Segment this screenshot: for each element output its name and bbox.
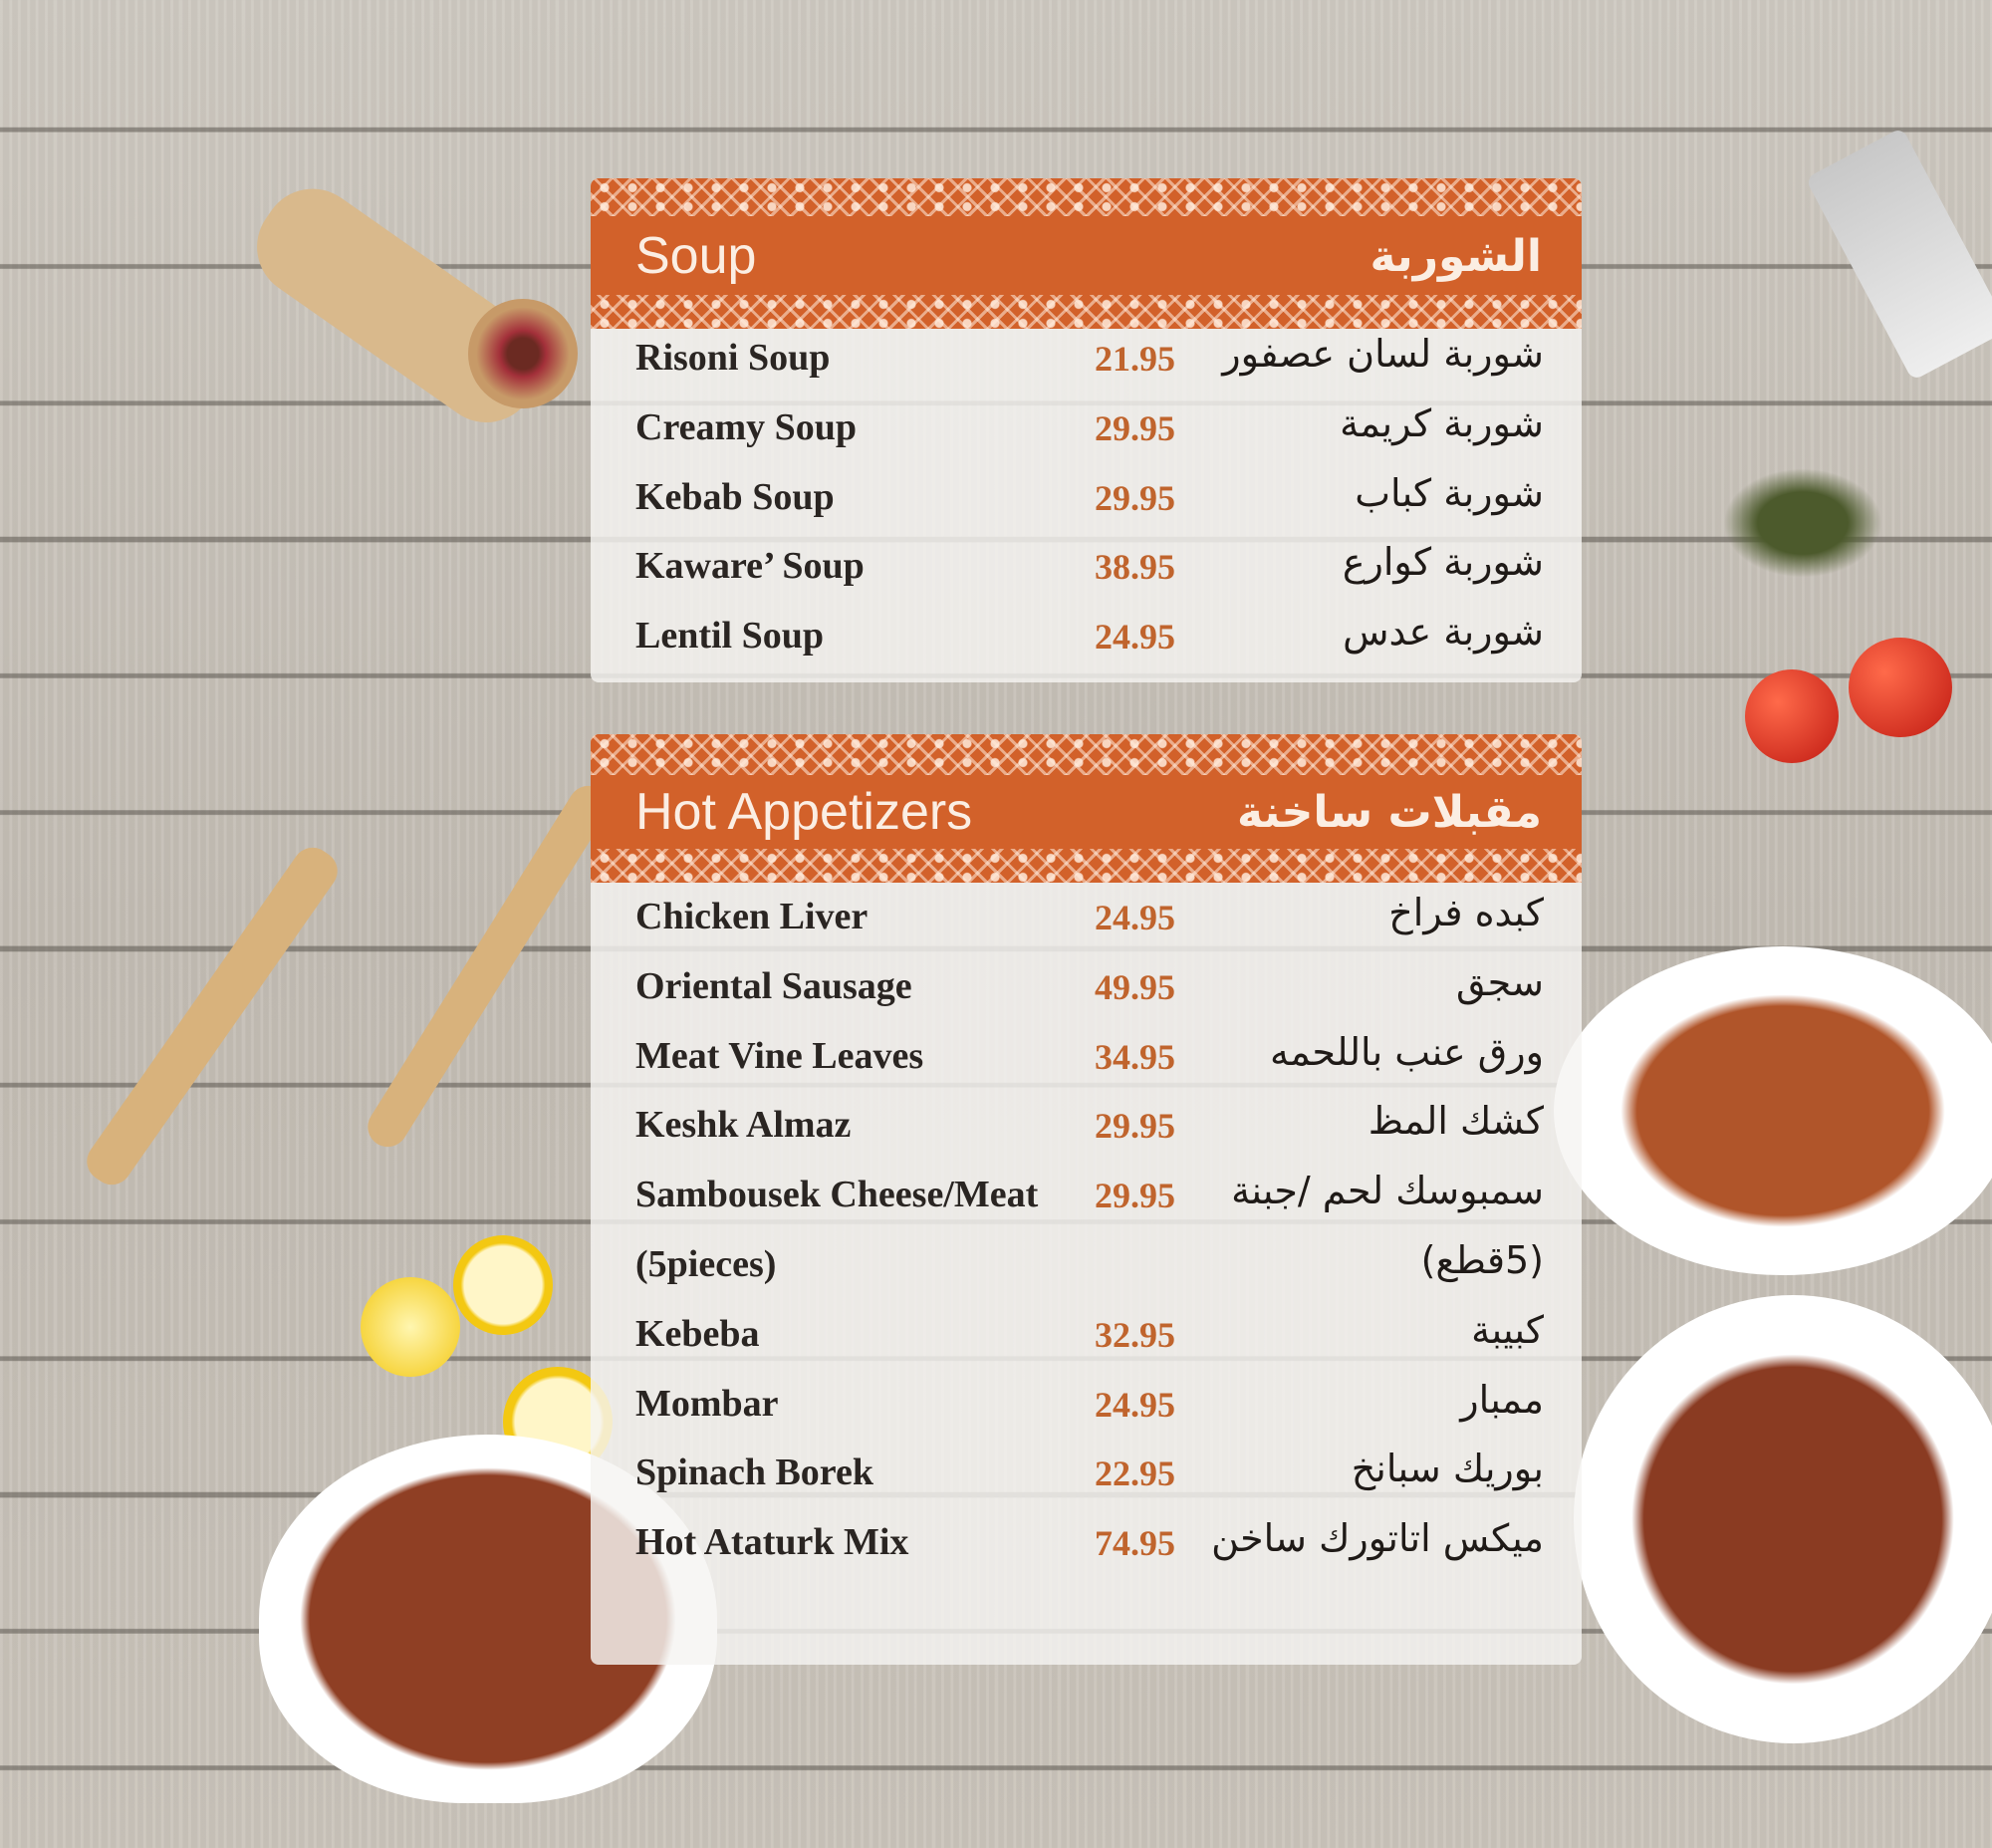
lemon-image bbox=[453, 1235, 553, 1335]
menu-item: Hot Ataturk Mix 74.95 ميكس اتاتورك ساخن bbox=[591, 1508, 1582, 1578]
item-name-ar: بوريك سبانخ bbox=[1351, 1447, 1544, 1491]
tomato-image bbox=[1745, 669, 1839, 763]
section-header: Hot Appetizers مقبلات ساخنة bbox=[591, 775, 1582, 849]
item-name-ar: ورق عنب باللحمه bbox=[1270, 1029, 1544, 1074]
kibbeh-dish-image bbox=[1554, 946, 1992, 1275]
menu-item: Oriental Sausage 49.95 سجق bbox=[591, 952, 1582, 1022]
item-name-ar: كبيبة bbox=[1471, 1307, 1544, 1352]
item-price: 24.95 bbox=[1095, 898, 1175, 937]
section-title-ar: مقبلات ساخنة bbox=[1237, 786, 1542, 838]
item-name-ar: (5قطع) bbox=[1420, 1238, 1544, 1282]
item-name-ar: شوربة كباب bbox=[1355, 470, 1544, 515]
item-name: Risoni Soup bbox=[635, 337, 831, 379]
item-price: 74.95 bbox=[1095, 1523, 1175, 1564]
item-name: Hot Ataturk Mix bbox=[635, 1521, 909, 1564]
ornament-border bbox=[591, 849, 1582, 883]
ornament-border bbox=[591, 734, 1582, 775]
menu-item: Kaware’ Soup 38.95 شوربة كوارع bbox=[591, 532, 1582, 602]
item-name: Spinach Borek bbox=[635, 1452, 873, 1494]
item-name: Mombar bbox=[635, 1382, 779, 1425]
menu-item: Kebab Soup 29.95 شوربة كباب bbox=[591, 463, 1582, 533]
item-price: 38.95 bbox=[1095, 547, 1175, 588]
item-name-ar: كبده فراخ bbox=[1388, 891, 1544, 934]
item-price: 29.95 bbox=[1095, 1106, 1175, 1147]
ornament-border bbox=[591, 178, 1582, 216]
item-name: (5pieces) bbox=[635, 1243, 777, 1285]
item-price: 49.95 bbox=[1095, 966, 1175, 1007]
item-name-ar: سمبوسك لحم /جبنة bbox=[1231, 1169, 1544, 1213]
hot-appetizers-section: Hot Appetizers مقبلات ساخنة Chicken Live… bbox=[591, 734, 1582, 1665]
section-title-ar: الشوربة bbox=[1370, 230, 1543, 282]
item-name-ar: شوربة لسان عصفور bbox=[1222, 332, 1544, 376]
meat-dish-image bbox=[1574, 1295, 1992, 1743]
item-price: 29.95 bbox=[1095, 477, 1175, 518]
item-name-ar: كشك المظ bbox=[1368, 1099, 1544, 1144]
item-price: 24.95 bbox=[1095, 617, 1175, 658]
item-name-ar: شوربة كريمة bbox=[1340, 400, 1544, 445]
item-name-ar: سجق bbox=[1455, 959, 1544, 1004]
item-price: 34.95 bbox=[1095, 1036, 1175, 1077]
menu-item: Chicken Liver 24.95 كبده فراخ bbox=[591, 883, 1582, 952]
item-name: Chicken Liver bbox=[635, 896, 869, 937]
menu-item: Creamy Soup 29.95 شوربة كريمة bbox=[591, 394, 1582, 463]
item-name-ar: ميكس اتاتورك ساخن bbox=[1211, 1516, 1544, 1561]
item-name: Meat Vine Leaves bbox=[635, 1034, 924, 1077]
item-price: 21.95 bbox=[1095, 339, 1175, 379]
salt-shaker-image bbox=[1805, 127, 1992, 382]
item-price: 22.95 bbox=[1095, 1453, 1175, 1494]
soup-section: Soup الشوربة Risoni Soup 21.95 شوربة لسان … bbox=[591, 178, 1582, 682]
ornament-border bbox=[591, 295, 1582, 329]
item-name-ar: شوربة عدس bbox=[1343, 610, 1544, 655]
item-name: Kebab Soup bbox=[635, 475, 835, 518]
item-price: 29.95 bbox=[1095, 1176, 1175, 1216]
menu-item: Spinach Borek 22.95 بوريك سبانخ bbox=[591, 1439, 1582, 1508]
wooden-spatula-image bbox=[79, 839, 346, 1193]
menu-item: Lentil Soup 24.95 شوربة عدس bbox=[591, 602, 1582, 671]
item-price: 29.95 bbox=[1095, 407, 1175, 448]
section-header: Soup الشوربة bbox=[591, 216, 1582, 296]
wooden-spoon-image bbox=[360, 778, 617, 1155]
item-name: Sambousek Cheese/Meat bbox=[635, 1174, 1039, 1216]
menu-item: Mombar 24.95 ممبار bbox=[591, 1370, 1582, 1440]
herbs-image bbox=[1723, 468, 1882, 578]
item-name: Keshk Almaz bbox=[635, 1104, 852, 1147]
section-title-en: Hot Appetizers bbox=[635, 783, 973, 841]
menu-item: (5pieces) (5قطع) bbox=[591, 1230, 1582, 1300]
item-name: Creamy Soup bbox=[635, 405, 858, 448]
item-name: Kaware’ Soup bbox=[635, 545, 865, 588]
item-name: Kebeba bbox=[635, 1312, 760, 1355]
item-name-ar: شوربة كوارع bbox=[1342, 540, 1544, 585]
peppercorns-image bbox=[468, 299, 578, 408]
tomato-image bbox=[1849, 638, 1952, 737]
menu-item: Sambousek Cheese/Meat 29.95 سمبوسك لحم /جب… bbox=[591, 1161, 1582, 1230]
item-price: 32.95 bbox=[1095, 1314, 1175, 1355]
menu-item: Risoni Soup 21.95 شوربة لسان عصفور bbox=[591, 324, 1582, 394]
item-name: Oriental Sausage bbox=[635, 964, 912, 1007]
menu-item: Kebeba 32.95 كبيبة bbox=[591, 1300, 1582, 1370]
menu-item: Meat Vine Leaves 34.95 ورق عنب باللحمه bbox=[591, 1022, 1582, 1092]
lemon-image bbox=[361, 1277, 460, 1377]
item-price: 24.95 bbox=[1095, 1384, 1175, 1425]
item-name-ar: ممبار bbox=[1460, 1377, 1544, 1422]
section-title-en: Soup bbox=[635, 227, 757, 285]
item-name: Lentil Soup bbox=[635, 615, 825, 658]
menu-item: Keshk Almaz 29.95 كشك المظ bbox=[591, 1091, 1582, 1161]
